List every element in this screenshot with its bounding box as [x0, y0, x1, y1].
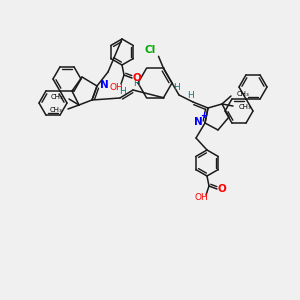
Text: OH: OH — [194, 194, 208, 202]
Text: CH₃: CH₃ — [237, 91, 250, 97]
Text: H: H — [174, 83, 180, 92]
Text: +: + — [200, 112, 208, 121]
Text: CH₃: CH₃ — [50, 94, 63, 100]
Text: OH: OH — [109, 82, 123, 91]
Text: O: O — [133, 73, 141, 83]
Text: H: H — [133, 79, 140, 88]
Text: H: H — [188, 91, 194, 100]
Text: H: H — [120, 86, 126, 95]
Text: Cl: Cl — [145, 45, 156, 55]
Text: N: N — [100, 80, 108, 90]
Text: CH₃: CH₃ — [49, 107, 62, 113]
Text: O: O — [218, 184, 226, 194]
Text: CH₃: CH₃ — [239, 104, 252, 110]
Text: N: N — [194, 117, 202, 127]
